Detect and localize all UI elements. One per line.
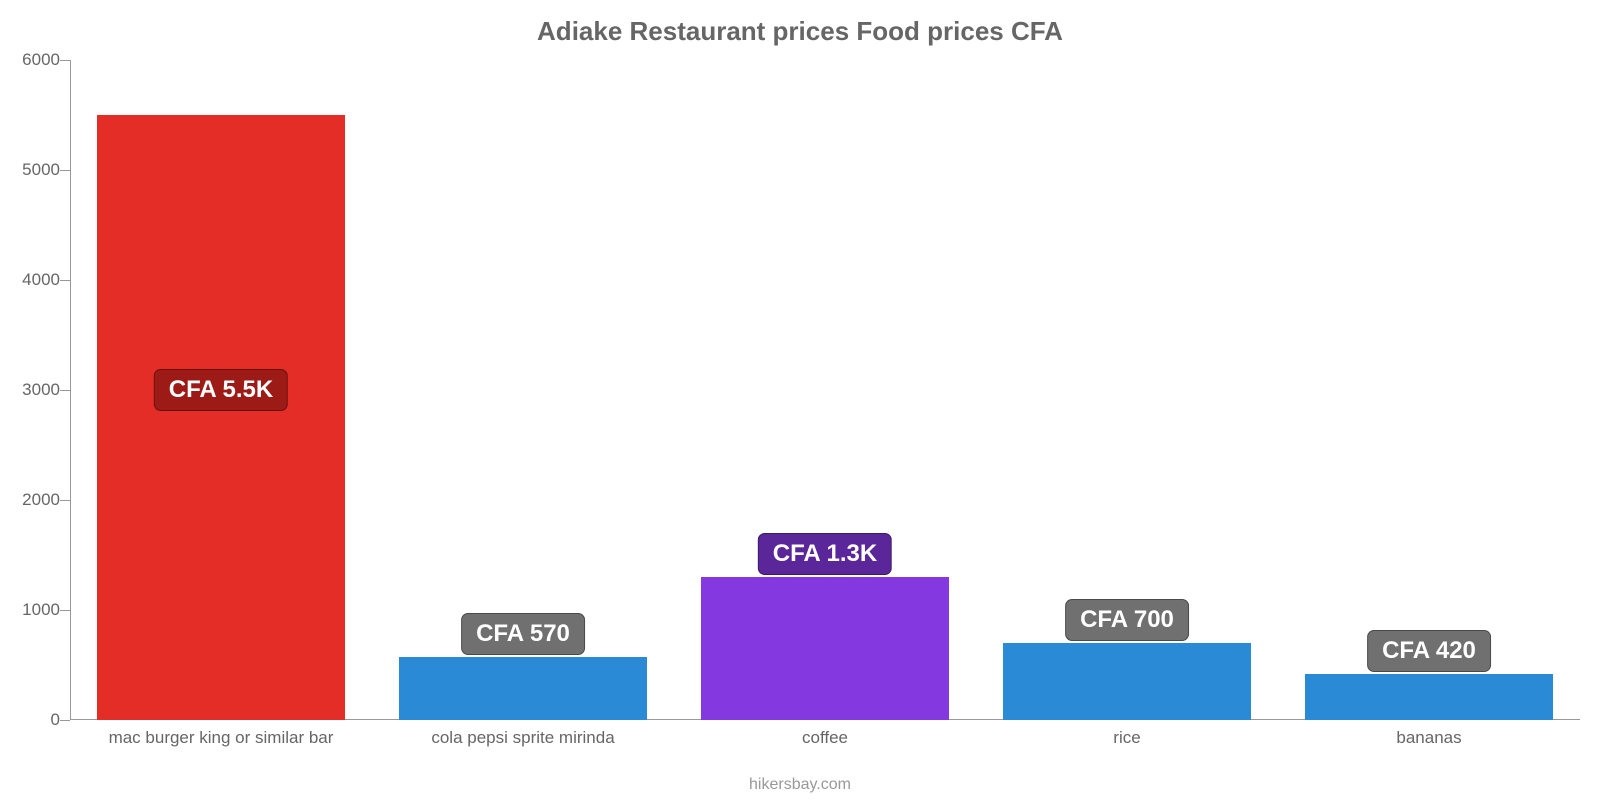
y-tick xyxy=(60,500,70,501)
chart-container: Adiake Restaurant prices Food prices CFA… xyxy=(0,0,1600,800)
bar xyxy=(399,657,647,720)
y-tick xyxy=(60,60,70,61)
y-tick-label: 1000 xyxy=(0,600,60,620)
chart-title: Adiake Restaurant prices Food prices CFA xyxy=(0,0,1600,55)
value-badge: CFA 570 xyxy=(461,613,585,655)
y-tick-label: 2000 xyxy=(0,490,60,510)
x-tick-label: rice xyxy=(1113,728,1140,748)
y-tick-label: 4000 xyxy=(0,270,60,290)
value-badge: CFA 1.3K xyxy=(758,533,892,575)
bar xyxy=(1305,674,1553,720)
bar xyxy=(97,115,345,720)
bar xyxy=(701,577,949,720)
value-badge: CFA 420 xyxy=(1367,630,1491,672)
x-tick-label: bananas xyxy=(1396,728,1461,748)
y-tick xyxy=(60,280,70,281)
y-tick-label: 0 xyxy=(0,710,60,730)
x-tick-label: coffee xyxy=(802,728,848,748)
y-axis-line xyxy=(70,60,71,720)
x-tick-label: cola pepsi sprite mirinda xyxy=(431,728,614,748)
y-tick xyxy=(60,610,70,611)
value-badge: CFA 700 xyxy=(1065,599,1189,641)
y-tick-label: 5000 xyxy=(0,160,60,180)
bar xyxy=(1003,643,1251,720)
value-badge: CFA 5.5K xyxy=(154,369,288,411)
x-tick-label: mac burger king or similar bar xyxy=(109,728,334,748)
y-tick xyxy=(60,170,70,171)
y-tick xyxy=(60,390,70,391)
y-tick xyxy=(60,720,70,721)
y-tick-label: 6000 xyxy=(0,50,60,70)
y-tick-label: 3000 xyxy=(0,380,60,400)
plot-area: 0100020003000400050006000mac burger king… xyxy=(70,60,1580,720)
attribution-text: hikersbay.com xyxy=(0,776,1600,794)
